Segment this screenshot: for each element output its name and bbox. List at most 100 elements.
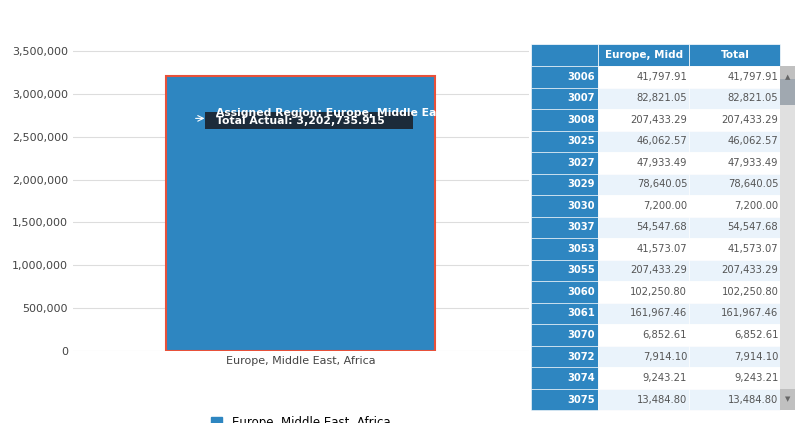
Bar [531, 303, 598, 324]
Text: 3072: 3072 [567, 352, 595, 362]
Legend: Europe, Middle East, Africa: Europe, Middle East, Africa [206, 412, 395, 423]
Text: 78,640.05: 78,640.05 [637, 179, 688, 190]
Text: 161,967.46: 161,967.46 [721, 308, 778, 319]
Bar [598, 389, 689, 410]
Bar [689, 195, 780, 217]
Bar [598, 260, 689, 281]
Bar [689, 389, 780, 410]
Text: 3053: 3053 [567, 244, 595, 254]
Text: 7,200.00: 7,200.00 [643, 201, 688, 211]
Bar [531, 88, 598, 109]
Text: 13,484.80: 13,484.80 [637, 395, 688, 404]
Bar [598, 131, 689, 152]
Text: ▲: ▲ [785, 74, 790, 80]
Bar [689, 44, 780, 66]
Bar [166, 77, 435, 351]
Bar [780, 389, 795, 410]
Bar [598, 324, 689, 346]
Bar [531, 66, 598, 88]
Bar [531, 217, 598, 238]
Text: 82,821.05: 82,821.05 [728, 93, 778, 103]
Bar [531, 281, 598, 303]
Text: 7,200.00: 7,200.00 [734, 201, 778, 211]
Bar [598, 367, 689, 389]
Text: 47,933.49: 47,933.49 [728, 158, 778, 168]
Bar [531, 173, 598, 195]
Bar [780, 66, 795, 88]
Bar [598, 152, 689, 173]
Text: 54,547.68: 54,547.68 [728, 222, 778, 232]
Bar [531, 152, 598, 173]
Text: 7,914.10: 7,914.10 [643, 352, 688, 362]
FancyBboxPatch shape [205, 112, 412, 129]
Text: 41,797.91: 41,797.91 [637, 72, 688, 82]
Text: 82,821.05: 82,821.05 [637, 93, 688, 103]
Text: 13,484.80: 13,484.80 [728, 395, 778, 404]
Text: Europe, Midd: Europe, Midd [604, 50, 683, 60]
Text: 207,433.29: 207,433.29 [721, 115, 778, 125]
Bar [689, 109, 780, 131]
Text: Total: Total [721, 50, 749, 60]
Text: 7,914.10: 7,914.10 [734, 352, 778, 362]
Bar [531, 324, 598, 346]
Bar [531, 131, 598, 152]
Bar [531, 238, 598, 260]
Text: 3037: 3037 [567, 222, 595, 232]
Text: 3075: 3075 [567, 395, 595, 404]
Bar [689, 260, 780, 281]
Text: 3055: 3055 [567, 266, 595, 275]
Text: 3030: 3030 [567, 201, 595, 211]
Bar [689, 88, 780, 109]
Text: 46,062.57: 46,062.57 [637, 136, 688, 146]
Text: 207,433.29: 207,433.29 [630, 115, 688, 125]
Text: 207,433.29: 207,433.29 [721, 266, 778, 275]
Text: 9,243.21: 9,243.21 [734, 373, 778, 383]
Bar [531, 260, 598, 281]
Bar [689, 367, 780, 389]
Bar [598, 217, 689, 238]
Text: 102,250.80: 102,250.80 [721, 287, 778, 297]
Bar [598, 238, 689, 260]
Bar [531, 389, 598, 410]
Text: 46,062.57: 46,062.57 [728, 136, 778, 146]
Bar [780, 66, 795, 410]
Text: 6,852.61: 6,852.61 [734, 330, 778, 340]
Text: 41,797.91: 41,797.91 [727, 72, 778, 82]
Bar [598, 195, 689, 217]
Bar [531, 367, 598, 389]
Text: 78,640.05: 78,640.05 [728, 179, 778, 190]
Bar [689, 66, 780, 88]
Text: 41,573.07: 41,573.07 [728, 244, 778, 254]
Bar [531, 44, 598, 66]
Text: 3074: 3074 [567, 373, 595, 383]
Text: 102,250.80: 102,250.80 [630, 287, 688, 297]
Text: ▼: ▼ [785, 396, 790, 403]
Bar [598, 281, 689, 303]
Bar [598, 88, 689, 109]
Bar [689, 173, 780, 195]
Bar [689, 131, 780, 152]
Text: 6,852.61: 6,852.61 [642, 330, 688, 340]
Bar [689, 217, 780, 238]
Bar [598, 44, 689, 66]
Bar [598, 173, 689, 195]
Text: 3007: 3007 [567, 93, 595, 103]
Text: Total Actual: 3,202,735.915: Total Actual: 3,202,735.915 [215, 116, 384, 126]
Bar [598, 303, 689, 324]
Text: 3060: 3060 [567, 287, 595, 297]
Text: 3008: 3008 [567, 115, 595, 125]
Text: 3061: 3061 [567, 308, 595, 319]
Text: 54,547.68: 54,547.68 [637, 222, 688, 232]
Text: 9,243.21: 9,243.21 [643, 373, 688, 383]
Bar [598, 346, 689, 367]
Bar [598, 66, 689, 88]
Bar [689, 303, 780, 324]
Bar [689, 324, 780, 346]
Text: 47,933.49: 47,933.49 [637, 158, 688, 168]
Bar [598, 109, 689, 131]
Bar [531, 109, 598, 131]
Bar [689, 346, 780, 367]
Text: 161,967.46: 161,967.46 [630, 308, 688, 319]
Text: 3029: 3029 [567, 179, 595, 190]
Bar [531, 346, 598, 367]
